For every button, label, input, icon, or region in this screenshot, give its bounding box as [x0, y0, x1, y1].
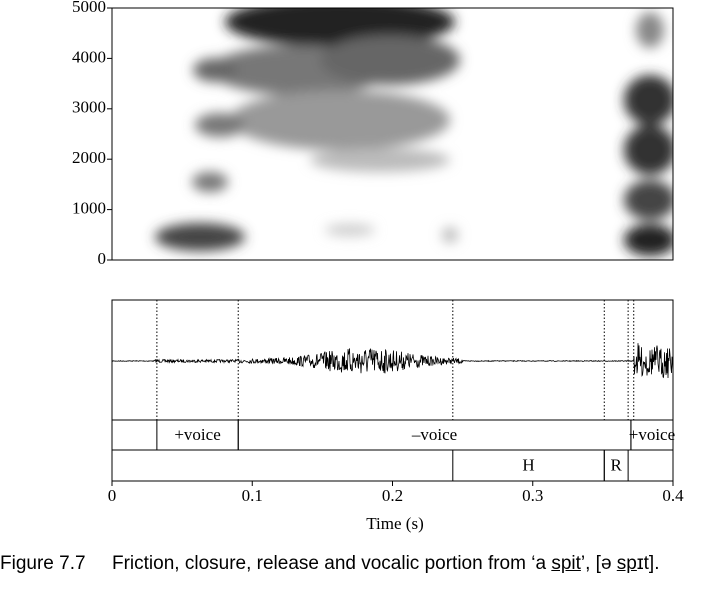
caption-text: spit: [551, 553, 581, 574]
tier-label: R: [611, 455, 623, 474]
waveform-trace: [111, 343, 674, 379]
y-tick-label: 2000: [72, 148, 106, 167]
caption-text: ’, [ə: [580, 553, 617, 574]
y-tick-label: 5000: [72, 0, 106, 16]
y-tick-label: 3000: [72, 98, 106, 117]
tier-label: –voice: [411, 425, 457, 444]
caption-number: Figure 7.7: [0, 553, 86, 574]
tier-frame: [111, 449, 674, 482]
caption-text: ɪt].: [636, 553, 660, 574]
x-tick-label: 0.2: [382, 486, 403, 505]
figure-caption: Figure 7.7 Friction, closure, release and…: [0, 552, 715, 575]
y-tick-label: 1000: [72, 199, 106, 218]
x-axis-title: Time (s): [366, 514, 423, 533]
caption-text: Friction, closure, release and vocalic p…: [112, 553, 552, 574]
tier-label: +voice: [174, 425, 220, 444]
tier-label: H: [522, 455, 534, 474]
spectrogram-frame: [111, 7, 674, 261]
y-tick-label: 0: [98, 249, 107, 268]
figure: Time (s) 0 1000 2000 3000 4000 5000 +voice –voi…: [72, 0, 684, 533]
caption-text: sp: [616, 553, 637, 574]
x-tick-label: 0: [108, 486, 117, 505]
tier-interval: [603, 449, 629, 482]
x-tick-label: 0.3: [522, 486, 543, 505]
tier-label: +voice: [629, 425, 675, 444]
x-tick-label: 0.1: [242, 486, 263, 505]
spectrogram-image: [155, 8, 673, 256]
y-tick-label: 4000: [72, 47, 106, 66]
x-tick-label: 0.4: [662, 486, 684, 505]
